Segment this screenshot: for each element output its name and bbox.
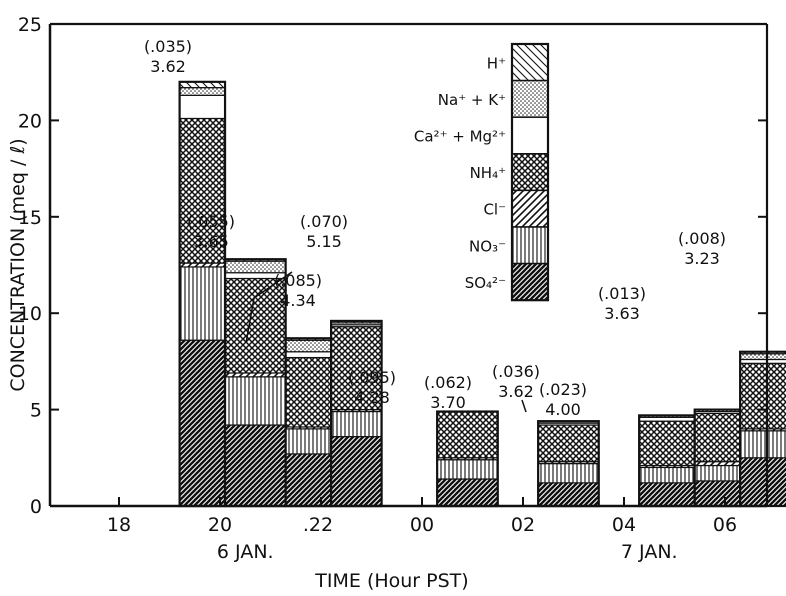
bar-4-segment-2 [330, 410, 383, 438]
bar-4-segment-1 [330, 435, 383, 507]
bars-layer [178, 80, 786, 508]
bar-8-annotation-concentration: (.023) [539, 380, 587, 399]
legend-swatch-6 [511, 79, 549, 118]
bar-1-segment-1 [179, 339, 226, 507]
bar-3-segment-5 [285, 351, 332, 359]
legend-swatch-1 [511, 262, 549, 301]
y-tick-label-0: 0 [30, 496, 42, 518]
bar-5-annotation-ph: 4.28 [354, 388, 390, 407]
y-tick-label-10: 10 [18, 303, 42, 325]
x-tick-label-18: 18 [107, 514, 131, 536]
bar-9-annotation-ph: 3.63 [604, 304, 640, 323]
bar-3-segment-1 [285, 453, 332, 507]
bar-6-annotation-concentration: (.062) [424, 373, 472, 392]
x-tick-label-06: 06 [713, 514, 737, 536]
y-tick-label-15: 15 [18, 207, 42, 229]
bar-5-segment-1 [436, 478, 499, 507]
y-axis-title: CONCENTRATION (meq / ℓ) [7, 138, 29, 391]
bar-labels-layer: (.035)3.62(.055)3.65(.070)5.15(.085)4.34… [144, 37, 726, 419]
legend-label-6: Na⁺ + K⁺ [438, 91, 506, 109]
bar-7-leader-line [521, 399, 527, 413]
legend-swatch-3 [511, 189, 549, 228]
bar-6-segment-2 [537, 462, 600, 484]
legend-label-4: NH₄⁺ [470, 164, 506, 182]
bar-9-segment-2 [739, 430, 786, 459]
legend-label-1: SO₄²⁻ [465, 274, 506, 292]
bar-2-annotation-concentration: (.055) [187, 212, 235, 231]
bar-8-segment-4 [694, 412, 741, 463]
bar-8-segment-1 [694, 480, 741, 507]
bar-1-annotation-concentration: (.035) [144, 37, 192, 56]
bar-7-segment-1 [638, 482, 696, 507]
bar-2-segment-4 [224, 277, 287, 374]
bar-9-segment-6 [739, 353, 786, 361]
legend-swatch-7 [511, 43, 549, 82]
bar-3-segment-4 [285, 356, 332, 428]
date-label-2: 7 JAN. [621, 541, 678, 563]
bar-10-annotation-ph: 3.23 [684, 249, 720, 268]
bar-8-annotation-ph: 4.00 [545, 400, 581, 419]
x-axis-title: TIME (Hour PST) [314, 570, 468, 592]
x-tick-label-04: 04 [612, 514, 636, 536]
bar-8-segment-2 [694, 464, 741, 482]
axes-layer: 05101520251820220002040608106 JAN.7 JAN.… [18, 14, 769, 563]
bar-9-annotation-concentration: (.013) [598, 284, 646, 303]
bar-3-segment-2 [285, 428, 332, 455]
bar-7-annotation-ph: 3.62 [498, 382, 534, 401]
bar-10-annotation-concentration: (.008) [678, 229, 726, 248]
bar-9-segment-1 [739, 457, 786, 507]
y-tick-label-25: 25 [18, 14, 42, 36]
bar-3-annotation-concentration: (.070) [300, 212, 348, 231]
bar-1-annotation-ph: 3.62 [150, 57, 186, 76]
bar-3-leader-line [245, 271, 293, 344]
x-tick-label-20: 20 [208, 514, 232, 536]
legend-label-5: Ca²⁺ + Mg²⁺ [414, 128, 506, 146]
stray-mark: . [303, 514, 309, 536]
bar-4-annotation-concentration: (.085) [274, 271, 322, 290]
bar-3-annotation-ph: 5.15 [306, 232, 342, 251]
legend-swatch-2 [511, 226, 549, 265]
legend-label-7: H⁺ [487, 54, 506, 72]
bar-3-segment-6 [285, 339, 332, 353]
date-label-1: 6 JAN. [217, 541, 274, 563]
bar-6-annotation-ph: 3.70 [430, 393, 466, 412]
x-tick-label-02: 02 [511, 514, 535, 536]
bar-5-annotation-concentration: (.095) [348, 368, 396, 387]
x-tick-label-00: 00 [410, 514, 434, 536]
bar-2-segment-2 [224, 376, 287, 426]
x-tick-label-22: 22 [309, 514, 333, 536]
legend-swatch-4 [511, 153, 549, 192]
bar-7-segment-4 [638, 420, 696, 467]
legend: H⁺ Na⁺ + K⁺ Ca²⁺ + Mg²⁺ NH₄⁺ Cl⁻ NO₃⁻ SO₄²⁻ [414, 42, 550, 302]
bar-5-segment-2 [436, 459, 499, 480]
bar-6-segment-1 [537, 482, 600, 507]
bar-5-segment-4 [436, 410, 499, 459]
legend-label-3: Cl⁻ [483, 201, 506, 219]
legend-outline [510, 42, 550, 302]
bar-2-annotation-ph: 3.65 [193, 232, 229, 251]
bar-1-segment-2 [179, 266, 226, 341]
legend-swatch-5 [511, 116, 549, 155]
bar-7-segment-2 [638, 466, 696, 484]
bar-6-segment-4 [537, 424, 600, 463]
legend-label-2: NO₃⁻ [469, 237, 506, 255]
bar-9-outline [739, 350, 786, 508]
bar-7-annotation-concentration: (.036) [492, 362, 540, 381]
bar-4-segment-4 [330, 326, 383, 411]
bar-4-annotation-ph: 4.34 [280, 291, 316, 310]
bar-1-segment-5 [179, 94, 226, 120]
bar-2-segment-1 [224, 424, 287, 507]
bar-9-segment-4 [739, 362, 786, 430]
y-tick-label-5: 5 [30, 400, 42, 422]
bar-1-segment-6 [179, 87, 226, 96]
y-tick-label-20: 20 [18, 110, 42, 132]
